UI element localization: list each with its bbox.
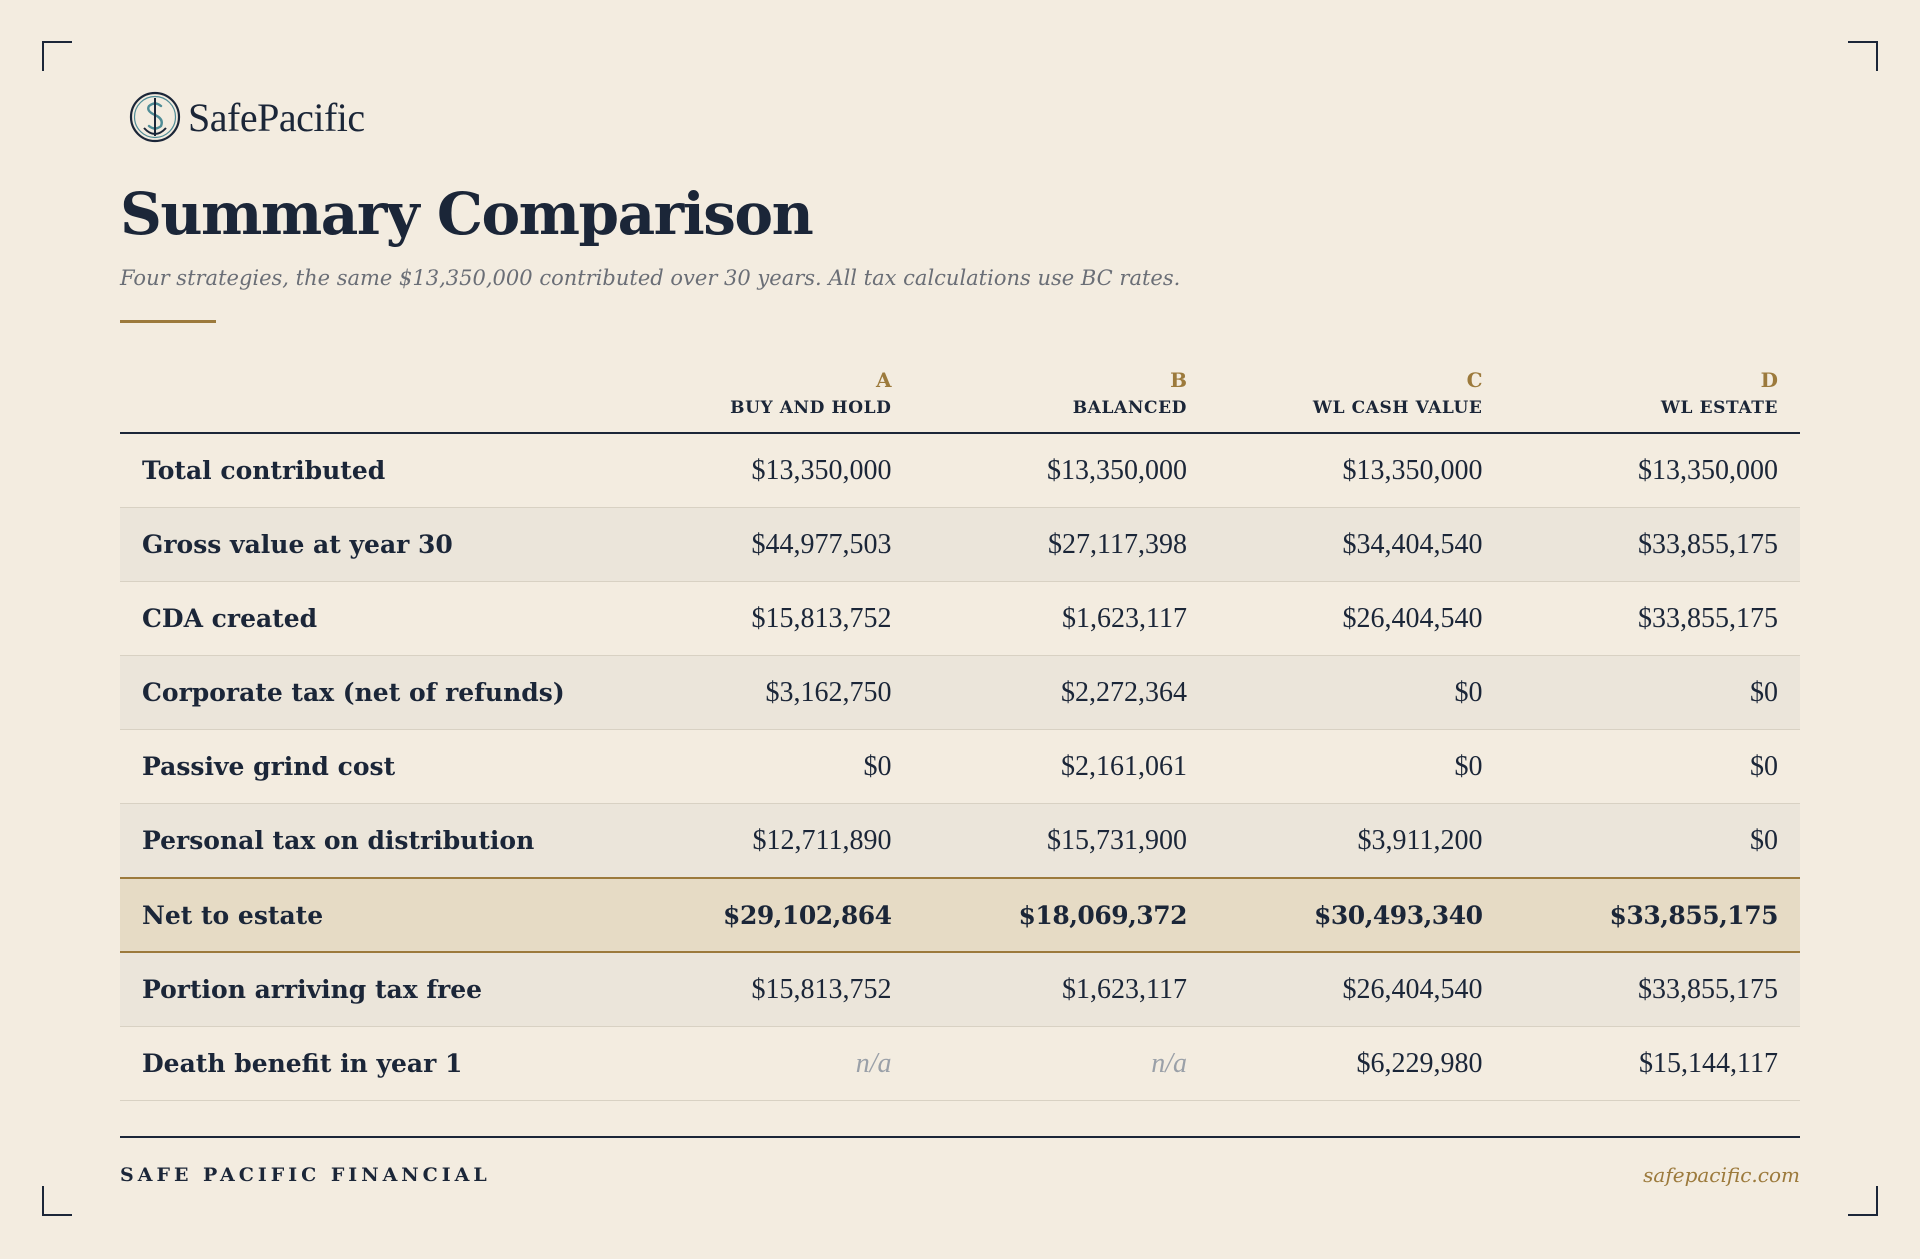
footer-website-link[interactable]: safepacific.com — [1643, 1163, 1800, 1187]
cell-value-c: $30,493,340 — [1209, 877, 1505, 953]
corner-mark-bottom-right — [1848, 1186, 1878, 1216]
cell-value-a: $3,162,750 — [618, 655, 914, 730]
brand-name: SafePacific — [188, 94, 365, 140]
cell-value-b: $18,069,372 — [913, 877, 1209, 953]
cell-value-b: $1,623,117 — [913, 952, 1209, 1027]
cell-value-d: $0 — [1504, 803, 1800, 879]
row-label: Net to estate — [120, 877, 619, 953]
corner-mark-top-left — [42, 41, 72, 71]
row-label: Gross value at year 30 — [120, 507, 619, 582]
row-label: Portion arriving tax free — [120, 952, 619, 1027]
column-name-c: WL CASH VALUE — [1209, 398, 1505, 434]
header-blank — [120, 398, 619, 434]
cell-value-b: n/a — [913, 1026, 1209, 1101]
row-passive-grind: Passive grind cost $0 $2,161,061 $0 $0 — [120, 729, 1800, 804]
cell-value-a: $13,350,000 — [618, 433, 914, 508]
cell-value-d: $0 — [1504, 729, 1800, 804]
cell-value-d: $33,855,175 — [1504, 581, 1800, 656]
row-personal-tax: Personal tax on distribution $12,711,890… — [120, 803, 1800, 879]
comparison-table: A B C D BUY AND HOLD BALANCED WL CASH VA… — [120, 368, 1800, 1101]
row-cda-created: CDA created $15,813,752 $1,623,117 $26,4… — [120, 581, 1800, 656]
cell-value-d: $15,144,117 — [1504, 1026, 1800, 1101]
cell-value-a: $12,711,890 — [618, 803, 914, 879]
row-total-contributed: Total contributed $13,350,000 $13,350,00… — [120, 433, 1800, 508]
cell-value-d: $33,855,175 — [1504, 952, 1800, 1027]
dollar-anchor-icon — [129, 91, 181, 143]
cell-value-b: $2,161,061 — [913, 729, 1209, 804]
column-name-b: BALANCED — [913, 398, 1209, 434]
row-net-to-estate: Net to estate $29,102,864 $18,069,372 $3… — [120, 877, 1800, 953]
cell-value-a: $44,977,503 — [618, 507, 914, 582]
cell-value-a: $15,813,752 — [618, 952, 914, 1027]
corner-mark-top-right — [1848, 41, 1878, 71]
brand-logo: SafePacific — [128, 88, 365, 146]
row-gross-value: Gross value at year 30 $44,977,503 $27,1… — [120, 507, 1800, 582]
row-corporate-tax: Corporate tax (net of refunds) $3,162,75… — [120, 655, 1800, 730]
cell-value-a: $15,813,752 — [618, 581, 914, 656]
column-letter-d: D — [1760, 368, 1778, 392]
page-title: Summary Comparison — [120, 180, 814, 248]
row-label: Personal tax on distribution — [120, 803, 619, 879]
cell-value-d: $0 — [1504, 655, 1800, 730]
column-name-d: WL ESTATE — [1504, 398, 1800, 434]
cell-value-b: $15,731,900 — [913, 803, 1209, 879]
column-letter-a: A — [875, 368, 892, 392]
row-label: Passive grind cost — [120, 729, 619, 804]
row-label: Death benefit in year 1 — [120, 1026, 619, 1101]
column-letter-c: C — [1466, 368, 1483, 392]
column-name-row: BUY AND HOLD BALANCED WL CASH VALUE WL E… — [120, 398, 1800, 434]
cell-value-c: $26,404,540 — [1209, 581, 1505, 656]
row-label: Total contributed — [120, 433, 619, 508]
cell-value-c: $0 — [1209, 655, 1505, 730]
cell-value-c: $0 — [1209, 729, 1505, 804]
cell-value-d: $33,855,175 — [1504, 877, 1800, 953]
row-label: CDA created — [120, 581, 619, 656]
cell-value-b: $27,117,398 — [913, 507, 1209, 582]
cell-value-a: $0 — [618, 729, 914, 804]
cell-value-d: $33,855,175 — [1504, 507, 1800, 582]
footer-rule — [120, 1136, 1800, 1138]
cell-value-a: $29,102,864 — [618, 877, 914, 953]
page-subtitle: Four strategies, the same $13,350,000 co… — [120, 266, 1181, 290]
cell-value-d: $13,350,000 — [1504, 433, 1800, 508]
cell-value-b: $13,350,000 — [913, 433, 1209, 508]
cell-value-c: $3,911,200 — [1209, 803, 1505, 879]
cell-value-c: $13,350,000 — [1209, 433, 1505, 508]
column-letter-b: B — [1170, 368, 1187, 392]
cell-value-a: n/a — [618, 1026, 914, 1101]
footer-company: SAFE PACIFIC FINANCIAL — [120, 1164, 491, 1186]
cell-value-c: $6,229,980 — [1209, 1026, 1505, 1101]
row-label: Corporate tax (net of refunds) — [120, 655, 619, 730]
row-tax-free-portion: Portion arriving tax free $15,813,752 $1… — [120, 952, 1800, 1027]
header-blank — [120, 368, 618, 398]
row-death-benefit: Death benefit in year 1 n/a n/a $6,229,9… — [120, 1026, 1800, 1101]
cell-value-b: $2,272,364 — [913, 655, 1209, 730]
column-letter-row: A B C D — [120, 368, 1800, 398]
accent-rule — [120, 320, 216, 323]
column-name-a: BUY AND HOLD — [618, 398, 914, 434]
corner-mark-bottom-left — [42, 1186, 72, 1216]
cell-value-b: $1,623,117 — [913, 581, 1209, 656]
cell-value-c: $34,404,540 — [1209, 507, 1505, 582]
cell-value-c: $26,404,540 — [1209, 952, 1505, 1027]
